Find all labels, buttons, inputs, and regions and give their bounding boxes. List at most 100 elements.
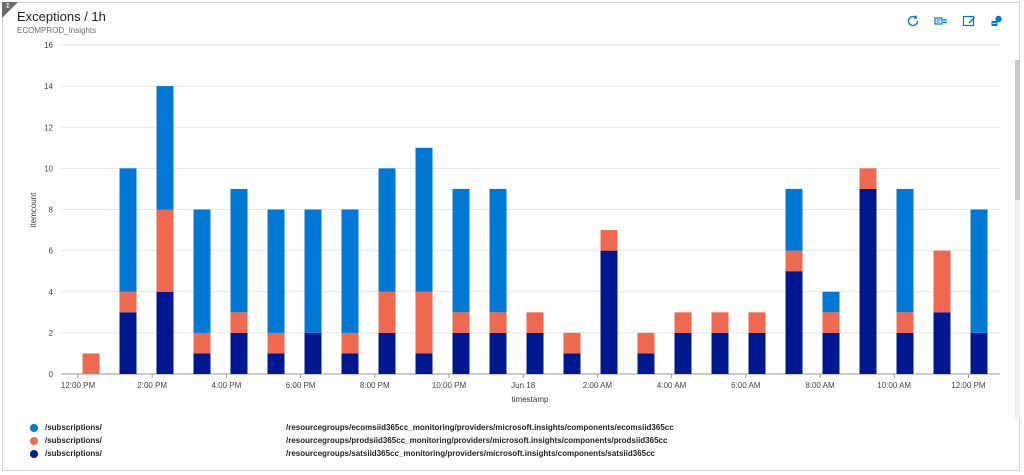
bar-segment[interactable]: [526, 312, 544, 333]
bar-segment[interactable]: [896, 332, 914, 374]
tile-title: Exceptions / 1h: [17, 9, 106, 24]
y-tick-label: 10: [44, 164, 53, 173]
bar-segment[interactable]: [711, 312, 729, 333]
share-icon[interactable]: [990, 14, 1004, 28]
bar-segment[interactable]: [193, 209, 211, 333]
bar-segment[interactable]: [341, 209, 359, 333]
bar-segment[interactable]: [822, 291, 840, 313]
bar-segment[interactable]: [267, 209, 285, 333]
legend-label-right: /resourcegroups/ecomsiid365cc_monitoring…: [286, 423, 674, 432]
bar-segment[interactable]: [230, 332, 248, 374]
bar-segment[interactable]: [230, 312, 248, 333]
bar-segment[interactable]: [156, 291, 174, 374]
bar-segment[interactable]: [489, 312, 507, 333]
bar-segment[interactable]: [156, 86, 174, 210]
bar-segment[interactable]: [822, 332, 840, 374]
bar-segment[interactable]: [711, 332, 729, 374]
bar-segment[interactable]: [859, 188, 877, 374]
bar-segment[interactable]: [637, 353, 655, 374]
tile-toolbar: [906, 14, 1004, 28]
y-tick-label: 2: [49, 329, 54, 338]
x-tick-label: 6:00 PM: [286, 381, 316, 390]
bar-segment[interactable]: [859, 168, 877, 189]
bar-segment[interactable]: [341, 332, 359, 354]
x-tick-label: 2:00 AM: [583, 381, 613, 390]
bar-segment[interactable]: [600, 250, 618, 374]
legend-swatch-satsi: [30, 450, 38, 458]
y-tick-label: 8: [49, 206, 54, 215]
bar-segment[interactable]: [526, 332, 544, 374]
bar-segment[interactable]: [378, 291, 396, 333]
bar-segment[interactable]: [415, 353, 433, 374]
bar-segment[interactable]: [415, 147, 433, 292]
bar-segment[interactable]: [896, 312, 914, 333]
bar-segment[interactable]: [341, 353, 359, 374]
bar-segment[interactable]: [674, 332, 692, 374]
x-tick-label: 10:00 PM: [432, 381, 467, 390]
x-tick-label: 12:00 PM: [61, 381, 96, 390]
x-tick-label: 8:00 PM: [360, 381, 390, 390]
x-tick-label: Jun 18: [511, 381, 536, 390]
bar-segment[interactable]: [230, 188, 248, 313]
bar-segment[interactable]: [304, 332, 322, 374]
bar-segment[interactable]: [304, 209, 322, 333]
bar-segment[interactable]: [452, 332, 470, 374]
x-tick-label: 4:00 PM: [212, 381, 242, 390]
bar-segment[interactable]: [267, 332, 285, 354]
bar-segment[interactable]: [896, 188, 914, 313]
bar-segment[interactable]: [452, 312, 470, 333]
bar-segment[interactable]: [785, 271, 803, 374]
bar-segment[interactable]: [378, 168, 396, 292]
bar-segment[interactable]: [933, 250, 951, 313]
stacked-bar-chart: 0 2 4 6 8 10 12 14 16 12:00 PM 2:00 PM 4:00 PM 6:00 …: [29, 41, 1000, 404]
y-tick-label: 14: [44, 82, 53, 91]
bar-segment[interactable]: [822, 312, 840, 333]
axis-layer: 0 2 4 6 8 10 12 14 16 12:00 PM 2:00 PM 4:00 PM 6:00 …: [44, 41, 986, 390]
refresh-icon[interactable]: [906, 14, 920, 28]
bar-segment[interactable]: [600, 230, 618, 251]
x-tick-label: 2:00 PM: [137, 381, 167, 390]
legend-label-right: /resourcegroups/satsiid365cc_monitoring/…: [286, 449, 655, 458]
scrollbar-thumb[interactable]: [1015, 60, 1020, 200]
x-axis-label: timestamp: [512, 395, 549, 404]
bar-segment[interactable]: [637, 332, 655, 354]
bar-segment[interactable]: [748, 312, 766, 333]
bar-segment[interactable]: [119, 312, 137, 374]
bar-segment[interactable]: [267, 353, 285, 374]
bar-segment[interactable]: [933, 312, 951, 374]
tile-subtitle: ECOMPROD_Insights: [17, 26, 97, 35]
bar-segment[interactable]: [674, 312, 692, 333]
bar-segment[interactable]: [193, 332, 211, 354]
bar-segment[interactable]: [785, 250, 803, 272]
legend-label-left: /subscriptions/: [45, 449, 102, 458]
tile-scrollbar[interactable]: [1015, 60, 1020, 420]
pin-glyph: ↕: [5, 2, 11, 10]
bar-segment[interactable]: [970, 332, 988, 374]
logs-query-icon[interactable]: [934, 14, 948, 28]
bar-segment[interactable]: [156, 209, 174, 292]
bar-segment[interactable]: [193, 353, 211, 374]
edit-icon[interactable]: [962, 14, 976, 28]
bar-segment[interactable]: [489, 332, 507, 374]
bar-segment[interactable]: [82, 353, 100, 374]
bar-segment[interactable]: [785, 188, 803, 251]
y-tick-label: 12: [44, 123, 53, 132]
pin-corner-icon[interactable]: [2, 2, 18, 18]
bar-segment[interactable]: [489, 188, 507, 313]
bar-segment[interactable]: [119, 168, 137, 292]
bar-segment[interactable]: [119, 291, 137, 313]
bar-segment[interactable]: [563, 332, 581, 354]
bar-segment[interactable]: [378, 332, 396, 374]
x-tick-label: 12:00 PM: [951, 381, 986, 390]
y-axis-label: itemcount: [29, 192, 38, 227]
legend-label-right: /resourcegroups/prodsiid365cc_monitoring…: [286, 436, 668, 445]
bar-segment[interactable]: [415, 291, 433, 354]
y-tick-label: 0: [49, 370, 54, 379]
bar-layer: [82, 86, 988, 374]
x-tick-label: 8:00 AM: [805, 381, 835, 390]
bar-segment[interactable]: [563, 353, 581, 374]
bar-segment[interactable]: [452, 188, 470, 313]
bar-segment[interactable]: [748, 332, 766, 374]
bar-segment[interactable]: [970, 209, 988, 333]
y-tick-label: 16: [44, 41, 53, 50]
